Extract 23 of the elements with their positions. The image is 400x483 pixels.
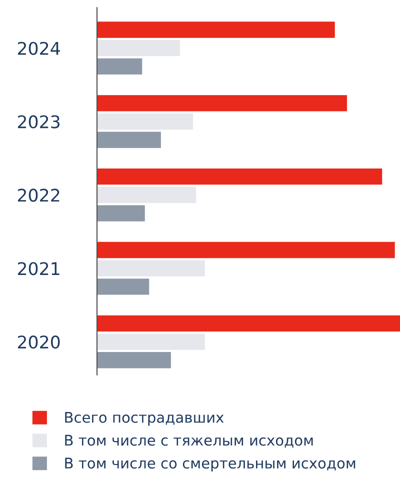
legend-label: Всего пострадавших bbox=[65, 412, 224, 426]
bar bbox=[97, 22, 335, 38]
bar bbox=[97, 242, 395, 258]
bar bbox=[97, 260, 205, 276]
y-tick-label: 2024 bbox=[18, 42, 60, 55]
bar bbox=[97, 168, 382, 185]
bar bbox=[97, 58, 142, 75]
y-tick-label: 2023 bbox=[18, 115, 60, 128]
y-tick-label: 2020 bbox=[18, 335, 60, 349]
legend-label: В том числе с тяжелым исходом bbox=[65, 434, 313, 448]
bar bbox=[97, 205, 145, 222]
bar bbox=[97, 315, 400, 332]
legend-label: В том числе со смертельным исходом bbox=[65, 458, 356, 472]
y-tick-label: 2022 bbox=[18, 188, 60, 202]
bar bbox=[97, 40, 180, 56]
bar bbox=[97, 113, 194, 130]
bar bbox=[97, 132, 161, 148]
bar bbox=[97, 186, 196, 204]
bar bbox=[97, 278, 150, 295]
bar bbox=[97, 352, 171, 368]
bar bbox=[97, 334, 205, 350]
y-tick-label: 2021 bbox=[18, 262, 60, 276]
bar bbox=[97, 95, 347, 112]
